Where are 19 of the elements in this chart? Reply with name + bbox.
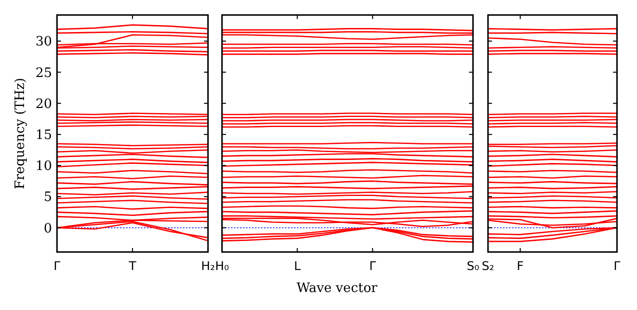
y-tick-label: 0 bbox=[44, 221, 52, 236]
x-tick-label: S₀ bbox=[466, 259, 480, 273]
y-axis-title: Frequency (THz) bbox=[13, 78, 28, 190]
y-tick-label: 25 bbox=[35, 66, 52, 81]
y-tick-label: 30 bbox=[35, 34, 52, 50]
x-axis-title: Wave vector bbox=[296, 281, 378, 296]
x-tick-label: L bbox=[294, 259, 301, 273]
x-tick-label: F bbox=[516, 259, 524, 273]
y-tick-label: 5 bbox=[44, 190, 52, 206]
x-tick-label: Γ bbox=[369, 259, 376, 273]
y-tick-label: 20 bbox=[35, 96, 52, 112]
x-tick-label: Γ bbox=[614, 259, 621, 273]
x-tick-label: S₂ bbox=[482, 259, 494, 273]
y-tick-label: 10 bbox=[35, 159, 52, 174]
x-tick-label: H₂ bbox=[201, 259, 216, 273]
y-tick-label: 15 bbox=[35, 128, 52, 143]
x-tick-label: H₀ bbox=[215, 259, 230, 273]
x-tick-label: Γ bbox=[54, 259, 61, 273]
x-tick-label: T bbox=[128, 259, 137, 273]
